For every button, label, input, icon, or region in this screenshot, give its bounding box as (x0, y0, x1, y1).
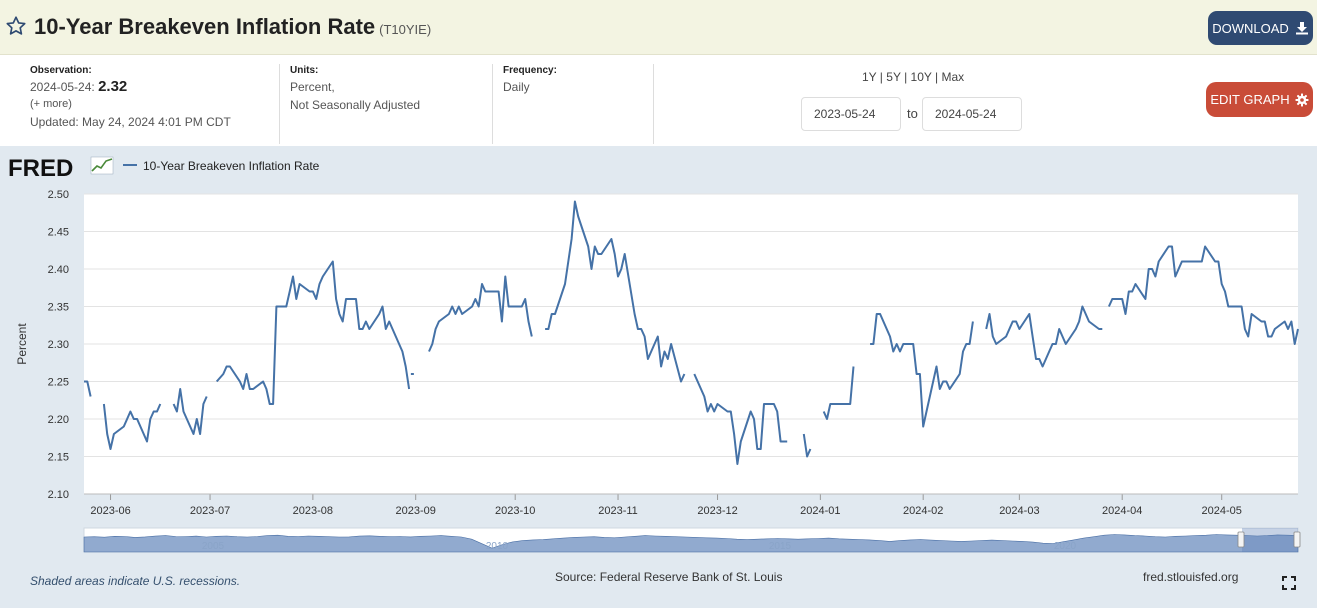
navigator-year-label: 2005 (202, 541, 225, 552)
navigator-left-handle[interactable] (1237, 531, 1245, 548)
navigator-year-label: 2020 (1054, 541, 1077, 552)
series-line-segment (545, 200, 686, 383)
navigator-year-label: 2010 (486, 541, 509, 552)
series-line-segment (428, 275, 533, 352)
to-label: to (907, 106, 918, 121)
end-date-input[interactable]: 2024-05-24 (922, 97, 1022, 131)
x-axis: 2023-06 2023-07 2023-08 2023-09 2023-10 2023-… (84, 493, 1298, 517)
series-line-segment (802, 433, 812, 458)
observation-date: 2024-05-24: (30, 80, 95, 94)
series-line-segment (985, 305, 1103, 368)
navigator-selection[interactable] (1242, 528, 1298, 552)
site-url[interactable]: fred.stlouisfed.org (1143, 570, 1239, 584)
series-line-segment (102, 403, 162, 450)
observation-value: 2.32 (98, 78, 128, 95)
series-line-segment (693, 373, 788, 465)
x-tick-label: 2023-08 (293, 505, 333, 517)
navigator-area (83, 534, 1299, 553)
observation-block: Observation: 2024-05-24: 2.32 (+ more) U… (30, 64, 231, 131)
divider (279, 64, 280, 144)
range-1y[interactable]: 1Y (862, 70, 877, 84)
edit-graph-label: EDIT GRAPH (1210, 92, 1290, 107)
frequency-block: Frequency: Daily (503, 64, 557, 96)
series-line-segment (870, 313, 974, 428)
updated-text: Updated: May 24, 2024 4:01 PM CDT (30, 115, 231, 129)
fred-logo-mark (90, 156, 114, 175)
x-tick-label: 2023-10 (495, 505, 535, 517)
series-t10yie (84, 200, 1299, 465)
download-button[interactable]: DOWNLOAD (1208, 11, 1313, 45)
y-tick-label: 2.40 (48, 264, 69, 276)
series-line-segment (84, 380, 92, 397)
source-text: Source: Federal Reserve Bank of St. Loui… (555, 570, 783, 584)
series-header: 10-Year Breakeven Inflation Rate (T10YIE)… (0, 0, 1317, 55)
download-icon (1295, 22, 1308, 35)
series-line-segment (215, 260, 411, 405)
y-axis-label: Percent (15, 323, 29, 365)
range-separator: | (931, 70, 942, 84)
y-tick-label: 2.15 (48, 452, 69, 464)
x-tick-label: 2024-02 (903, 505, 943, 517)
divider (653, 64, 654, 144)
star-icon[interactable] (5, 15, 27, 37)
recession-note: Shaded areas indicate U.S. recessions. (30, 574, 241, 588)
navigator-labels: 2005 2010 2015 2020 (202, 541, 1077, 552)
more-link[interactable]: (+ more) (30, 98, 72, 110)
x-tick-label: 2024-03 (999, 505, 1039, 517)
observation-label: Observation: (30, 65, 92, 76)
page-title: 10-Year Breakeven Inflation Rate (T10YIE) (34, 14, 431, 40)
y-tick-label: 2.30 (48, 339, 69, 351)
y-tick-label: 2.45 (48, 227, 69, 239)
y-tick-label: 2.20 (48, 414, 69, 426)
y-tick-label: 2.35 (48, 302, 69, 314)
fullscreen-icon[interactable] (1282, 576, 1296, 590)
range-10y[interactable]: 10Y (910, 70, 932, 84)
download-label: DOWNLOAD (1212, 20, 1289, 36)
series-title: 10-Year Breakeven Inflation Rate (34, 14, 376, 39)
series-line-segment (172, 388, 208, 435)
range-separator: | (900, 70, 911, 84)
units-value-2: Not Seasonally Adjusted (290, 98, 421, 112)
x-tick-label: 2024-05 (1202, 505, 1242, 517)
range-max[interactable]: Max (941, 70, 965, 84)
fred-logo: FRED (8, 155, 73, 182)
series-line-segment (1107, 245, 1299, 345)
divider (492, 64, 493, 144)
series-line-segment (822, 366, 855, 420)
legend-label: 10-Year Breakeven Inflation Rate (143, 159, 320, 173)
range-5y[interactable]: 5Y (886, 70, 901, 84)
frequency-label: Frequency: (503, 65, 557, 76)
y-tick-label: 2.50 (48, 189, 69, 201)
units-label: Units: (290, 65, 319, 76)
range-separator: | (876, 70, 887, 84)
range-navigator[interactable]: 2005 2010 2015 2020 (83, 527, 1301, 553)
series-id: (T10YIE) (379, 22, 432, 37)
gear-icon (1295, 93, 1309, 106)
x-tick-label: 2023-07 (190, 505, 230, 517)
x-tick-label: 2024-01 (800, 505, 840, 517)
y-axis: 2.10 2.15 2.20 2.25 2.30 2.35 2.40 2.45 2.50 (48, 189, 69, 501)
x-tick-label: 2023-11 (598, 505, 638, 517)
x-tick-label: 2023-06 (90, 505, 130, 517)
units-value-1: Percent, (290, 80, 335, 94)
navigator-year-label: 2015 (769, 541, 792, 552)
range-selector: 1Y | 5Y | 10Y | Max (862, 70, 964, 84)
start-date-input[interactable]: 2023-05-24 (801, 97, 901, 131)
x-tick-label: 2023-12 (697, 505, 737, 517)
y-tick-label: 2.25 (48, 377, 69, 389)
x-tick-label: 2023-09 (396, 505, 436, 517)
y-tick-label: 2.10 (48, 489, 69, 501)
units-block: Units: Percent, Not Seasonally Adjusted (290, 64, 420, 114)
edit-graph-button[interactable]: EDIT GRAPH (1206, 82, 1313, 117)
x-tick-label: 2024-04 (1102, 505, 1142, 517)
navigator-right-handle[interactable] (1293, 531, 1301, 548)
frequency-value: Daily (503, 80, 530, 94)
